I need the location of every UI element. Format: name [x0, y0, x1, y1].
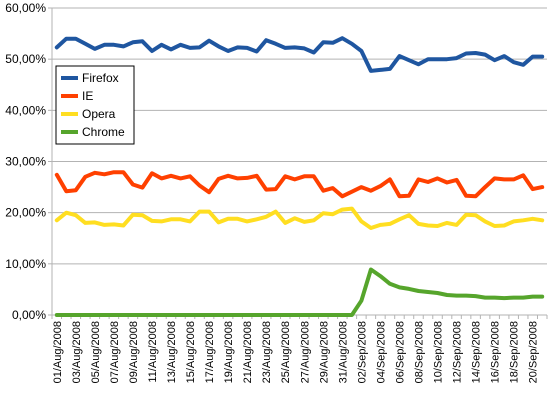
- x-tick-label: 27/Aug/2008: [299, 321, 311, 383]
- legend-label-opera: Opera: [82, 107, 116, 121]
- x-tick-label: 06/Sep/2008: [394, 321, 406, 383]
- y-tick-label: 10,00%: [5, 257, 46, 271]
- legend: Firefox IE Opera Chrome: [55, 65, 135, 145]
- x-tick-label: 16/Sep/2008: [490, 321, 502, 383]
- y-tick-label: 0,00%: [12, 308, 46, 322]
- x-tick-label: 14/Sep/2008: [471, 321, 483, 383]
- series-lines: [54, 36, 545, 317]
- series-line-firefox: [54, 36, 545, 73]
- series-line-ie: [54, 170, 545, 199]
- x-tick-label: 03/Aug/2008: [71, 321, 83, 383]
- x-tick-label: 01/Aug/2008: [52, 321, 64, 383]
- x-tick-label: 04/Sep/2008: [375, 321, 387, 383]
- y-axis-tick-labels: 0,00% 10,00% 20,00% 30,00% 40,00% 50,00% 60,00…: [5, 1, 46, 322]
- x-tick-label: 20/Sep/2008: [528, 321, 540, 383]
- y-tick-label: 40,00%: [5, 103, 46, 117]
- x-tick-label: 15/Aug/2008: [185, 321, 197, 383]
- x-tick-label: 07/Aug/2008: [109, 321, 121, 383]
- x-tick-label: 18/Sep/2008: [509, 321, 521, 383]
- y-tick-label: 30,00%: [5, 155, 46, 169]
- x-tick-label: 23/Aug/2008: [261, 321, 273, 383]
- series-line-opera: [54, 206, 545, 230]
- legend-label-firefox: Firefox: [82, 71, 119, 85]
- x-tick-label: 29/Aug/2008: [318, 321, 330, 383]
- y-tick-label: 20,00%: [5, 206, 46, 220]
- x-tick-label: 09/Aug/2008: [128, 321, 140, 383]
- x-axis-tick-labels: 01/Aug/2008 03/Aug/2008 05/Aug/2008 07/Aug/…: [52, 321, 540, 383]
- x-tick-label: 10/Sep/2008: [433, 321, 445, 383]
- x-tick-label: 13/Aug/2008: [166, 321, 178, 383]
- x-tick-label: 17/Aug/2008: [204, 321, 216, 383]
- legend-label-chrome: Chrome: [82, 125, 125, 139]
- y-tick-label: 60,00%: [5, 1, 46, 15]
- legend-label-ie: IE: [82, 89, 93, 103]
- x-tick-label: 11/Aug/2008: [147, 321, 159, 383]
- x-tick-label: 08/Sep/2008: [413, 321, 425, 383]
- x-tick-label: 25/Aug/2008: [280, 321, 292, 383]
- x-tick-label: 21/Aug/2008: [242, 321, 254, 383]
- x-tick-label: 31/Aug/2008: [337, 321, 349, 383]
- x-tick-label: 05/Aug/2008: [90, 321, 102, 383]
- x-tick-label: 19/Aug/2008: [223, 321, 235, 383]
- x-tick-label: 02/Sep/2008: [356, 321, 368, 383]
- series-line-chrome: [54, 267, 545, 317]
- x-tick-label: 12/Sep/2008: [452, 321, 464, 383]
- y-tick-label: 50,00%: [5, 52, 46, 66]
